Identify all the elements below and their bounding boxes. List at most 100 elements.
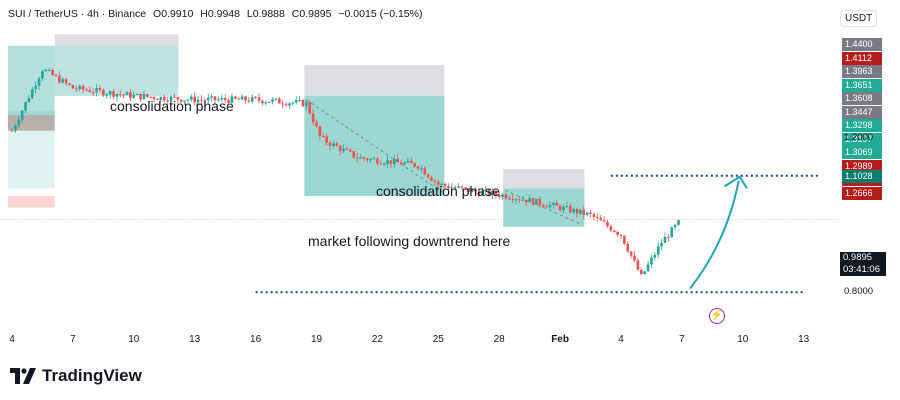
candle-body: [596, 216, 599, 218]
candle-body: [305, 102, 308, 107]
candle-body: [193, 96, 196, 103]
candle-body: [565, 206, 569, 208]
candle-body: [271, 99, 274, 102]
annotation-downtrend: market following downtrend here: [308, 233, 511, 249]
zone-green-1: [7, 45, 55, 131]
candle-body: [602, 220, 606, 222]
candle-body: [102, 89, 105, 96]
candle-body: [118, 94, 122, 96]
candle-body: [460, 186, 464, 188]
candle-body: [81, 85, 85, 90]
candle-body: [318, 126, 322, 137]
annotation-consolidation-2: consolidation phase: [376, 183, 500, 199]
price-tick-1: 0.8000: [844, 286, 874, 298]
candle-body: [173, 96, 176, 98]
candle-body: [504, 194, 508, 199]
candle-body: [220, 98, 224, 100]
candle-body: [298, 100, 301, 102]
candle-body: [51, 69, 54, 76]
candle-body: [636, 260, 640, 270]
candle-body: [612, 230, 616, 233]
candle-body: [646, 264, 650, 272]
candle-body: [115, 94, 119, 97]
bar-countdown: 03:41:06: [843, 264, 880, 275]
price-tag-1: 1.4112: [842, 51, 882, 65]
candle-body: [433, 180, 437, 182]
levels-layer: [0, 174, 838, 294]
candle-body: [650, 257, 653, 265]
time-tick: 13: [798, 334, 810, 345]
time-tick: 19: [310, 334, 323, 345]
axis-unit-button[interactable]: USDT: [840, 10, 878, 27]
price-tag-0: 1.4400: [842, 38, 882, 51]
candle-body: [294, 100, 298, 103]
projection-arrow: [689, 175, 748, 290]
candle-body: [464, 187, 467, 189]
candle-body: [592, 213, 596, 217]
candle-body: [254, 96, 257, 98]
candle-body: [129, 92, 132, 98]
candle-body: [291, 102, 295, 104]
candle-body: [47, 69, 51, 71]
candle-body: [491, 191, 494, 196]
price-tick-0: 1.2000: [844, 132, 874, 144]
candle-body: [274, 98, 278, 100]
candle-body: [20, 110, 24, 120]
candle-body: [487, 189, 491, 196]
candle-body: [135, 93, 139, 95]
ohlc-low: L0.9888: [246, 8, 285, 20]
candle-body: [210, 96, 213, 98]
time-tick: 4: [9, 334, 15, 345]
price-tag-11: 1.2666: [842, 186, 882, 200]
candle-body: [480, 191, 484, 196]
candle-body: [552, 202, 555, 205]
symbol-title[interactable]: SUI / TetherUS · 4h · Binance: [8, 8, 147, 20]
time-tick: 7: [70, 334, 76, 345]
candle-body: [443, 183, 447, 187]
candle-body: [281, 103, 284, 105]
candle-body: [125, 92, 129, 95]
candle-body: [311, 113, 315, 123]
candle-body: [203, 100, 207, 102]
candle-body: [494, 191, 498, 195]
candle-body: [541, 204, 545, 207]
candle-body: [74, 88, 78, 90]
candle-body: [396, 158, 399, 163]
candle-body: [213, 96, 217, 101]
price-chart[interactable]: [0, 0, 900, 354]
candle-body: [501, 194, 504, 198]
candle-body: [528, 198, 531, 203]
candle-body: [379, 163, 383, 165]
candle-body: [457, 186, 460, 188]
candle-body: [156, 99, 159, 101]
price-tag-4: 1.3608: [842, 92, 882, 105]
candle-body: [186, 99, 190, 101]
candle-body: [31, 89, 34, 99]
candle-body: [328, 142, 332, 146]
candle-body: [24, 102, 27, 111]
candle-body: [548, 204, 552, 208]
candle-body: [579, 209, 582, 214]
candle-body: [382, 163, 386, 165]
candle-body: [389, 160, 393, 165]
candle-body: [585, 212, 589, 215]
candle-body: [467, 187, 471, 192]
candles-layer: [10, 67, 680, 276]
candle-body: [44, 69, 48, 72]
price-tag-5: 1.3447: [842, 105, 882, 119]
lightning-icon[interactable]: ⚡: [709, 308, 725, 324]
symbol-header: SUI / TetherUS · 4h · Binance O0.9910 H0…: [8, 8, 426, 20]
candle-body: [609, 226, 613, 231]
candle-body: [169, 96, 173, 102]
candle-body: [474, 189, 477, 192]
candle-body: [677, 220, 680, 225]
candle-body: [629, 251, 633, 256]
candle-body: [200, 99, 203, 101]
tradingview-logo-icon: [10, 368, 36, 384]
candle-body: [217, 99, 220, 101]
candle-body: [17, 119, 21, 126]
candle-body: [508, 198, 511, 200]
candle-body: [264, 102, 268, 104]
candle-body: [85, 89, 88, 91]
brand-name: TradingView: [42, 366, 142, 385]
